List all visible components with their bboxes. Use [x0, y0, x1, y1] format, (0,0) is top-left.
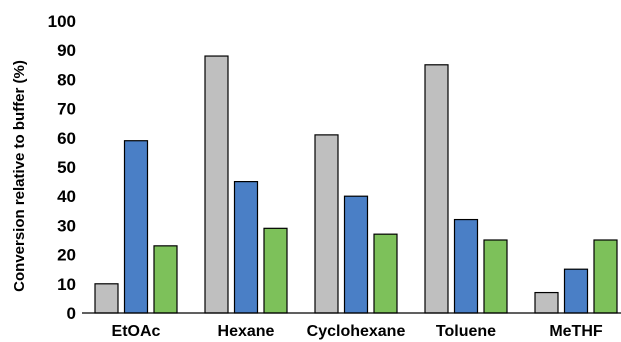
bar-hexane-1 — [204, 55, 229, 314]
bar-etoac-3 — [153, 245, 178, 314]
y-tick-label: 40 — [57, 187, 76, 206]
x-tick-label: MeTHF — [549, 323, 603, 340]
bar-etoac-1 — [94, 283, 119, 314]
y-tick-label: 100 — [48, 12, 76, 31]
y-tick-label: 30 — [57, 216, 76, 235]
y-tick-label: 20 — [57, 246, 76, 265]
bar-toluene-2 — [453, 218, 479, 314]
bars — [94, 55, 618, 314]
y-tick-label: 70 — [57, 100, 76, 119]
bar-toluene-3 — [483, 239, 508, 314]
x-tick-label: Toluene — [436, 323, 496, 340]
x-axis-labels: EtOAc Hexane Cyclohexane Toluene MeTHF — [112, 323, 603, 340]
y-axis-title: Conversion relative to buffer (%) — [11, 60, 28, 292]
y-tick-label: 90 — [57, 41, 76, 60]
bar-hexane-2 — [233, 181, 259, 314]
y-tick-label: 50 — [57, 158, 76, 177]
y-axis-ticks: 0 10 20 30 40 50 60 70 80 90 100 — [48, 12, 76, 323]
x-tick-label: Cyclohexane — [307, 323, 406, 340]
bar-methf-1 — [534, 291, 559, 314]
y-tick-label: 60 — [57, 129, 76, 148]
bar-hexane-3 — [263, 227, 288, 314]
bar-methf-3 — [593, 239, 618, 314]
bar-cyclohexane-1 — [314, 134, 339, 314]
y-tick-label: 80 — [57, 70, 76, 89]
y-tick-label: 0 — [67, 304, 76, 323]
bar-methf-2 — [563, 268, 589, 314]
x-tick-label: EtOAc — [112, 323, 161, 340]
y-tick-label: 10 — [57, 275, 76, 294]
bar-toluene-1 — [424, 64, 449, 314]
x-tick-label: Hexane — [218, 323, 275, 340]
bar-etoac-2 — [123, 140, 149, 314]
bar-cyclohexane-2 — [343, 195, 369, 314]
bar-cyclohexane-3 — [373, 233, 398, 314]
